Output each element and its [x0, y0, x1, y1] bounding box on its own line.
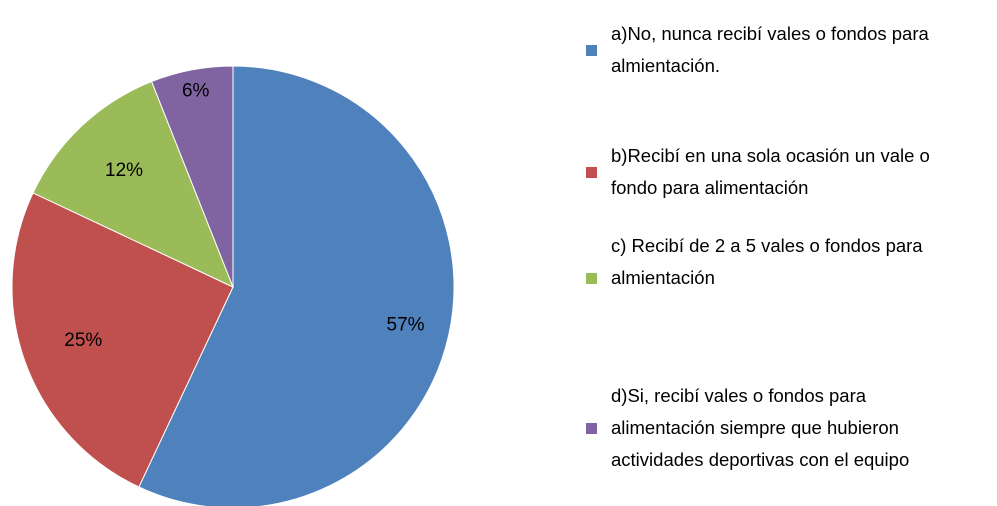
legend-item: d)Si, recibí vales o fondos para aliment…	[586, 380, 986, 476]
legend-label: d)Si, recibí vales o fondos para aliment…	[611, 385, 910, 470]
legend-item: b)Recibí en una sola ocasión un vale o f…	[586, 140, 986, 204]
legend-swatch	[586, 422, 597, 434]
legend-label: a)No, nunca recibí vales o fondos para a…	[611, 23, 929, 76]
legend-item: c) Recibí de 2 a 5 vales o fondos para a…	[586, 230, 986, 326]
pie-slice	[150, 65, 234, 288]
data-label: 12%	[105, 160, 143, 181]
legend-label: b)Recibí en una sola ocasión un vale o f…	[611, 145, 930, 198]
legend-swatch	[586, 272, 597, 284]
data-label: 6%	[182, 80, 210, 101]
data-label: 25%	[64, 330, 102, 351]
pie-slice	[138, 65, 455, 506]
pie-slice	[32, 80, 234, 288]
data-label: 57%	[387, 315, 425, 336]
legend-swatch	[586, 44, 597, 56]
legend-item: a)No, nunca recibí vales o fondos para a…	[586, 18, 986, 82]
legend-swatch	[586, 166, 597, 178]
pie-slice	[11, 192, 234, 488]
legend-label: c) Recibí de 2 a 5 vales o fondos para a…	[611, 235, 923, 288]
